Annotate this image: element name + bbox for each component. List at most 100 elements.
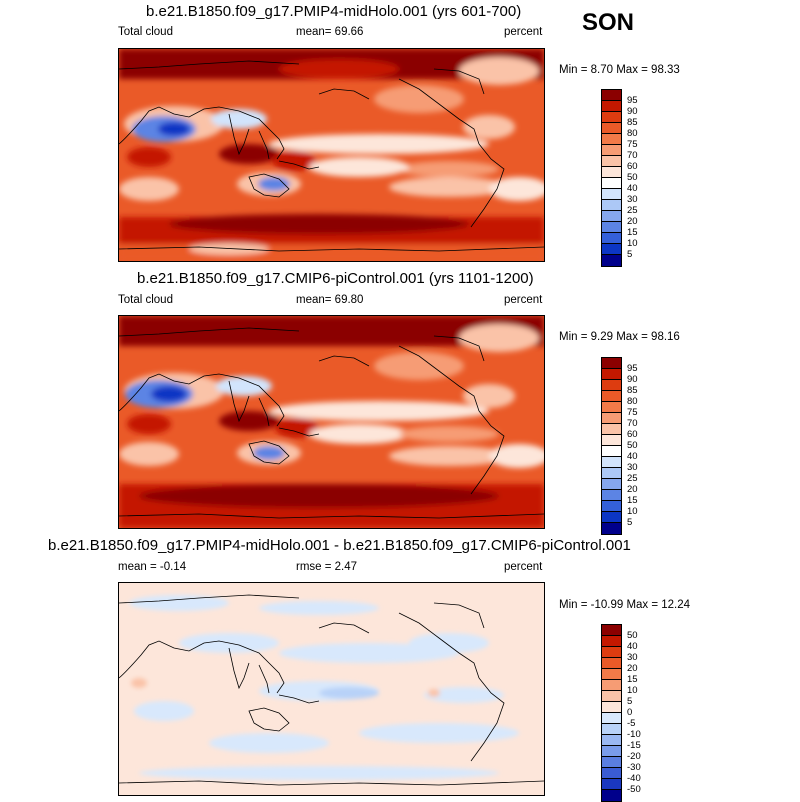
colorbar-segment — [602, 200, 621, 211]
colorbar-segment — [602, 244, 621, 255]
panel-1-colorbar — [601, 89, 622, 267]
colorbar-segment — [602, 145, 621, 156]
panel-3-minmax-label: Min = -10.99 Max = 12.24 — [559, 599, 691, 611]
colorbar-segment — [602, 757, 621, 768]
colorbar-2-tick: 15 — [627, 495, 638, 506]
colorbar-segment — [602, 523, 621, 534]
colorbar-3-tick: 30 — [627, 652, 638, 663]
colorbar-segment — [602, 735, 621, 746]
panel-3-mean-label: mean = -0.14 — [118, 561, 187, 573]
panel-2-minmax-label: Min = 9.29 Max = 98.16 — [559, 331, 680, 343]
colorbar-segment — [602, 369, 621, 380]
colorbar-1-tick: 70 — [627, 150, 638, 161]
colorbar-segment — [602, 647, 621, 658]
colorbar-3-tick: -20 — [627, 751, 641, 762]
colorbar-2-tick: 10 — [627, 506, 638, 517]
panel-1-mean-label: mean= 69.66 — [296, 26, 364, 38]
colorbar-segment — [602, 468, 621, 479]
panel-1-title: b.e21.B1850.f09_g17.PMIP4-midHolo.001 (y… — [146, 3, 522, 20]
season-label: SON — [582, 9, 635, 36]
colorbar-segment — [602, 501, 621, 512]
colorbar-segment — [602, 424, 621, 435]
colorbar-3-tick: -30 — [627, 762, 641, 773]
panel-3-rmse-label: rmse = 2.47 — [296, 561, 358, 573]
panel-2-colorbar — [601, 357, 622, 535]
colorbar-3-tick: 20 — [627, 663, 638, 674]
colorbar-3-tick: 10 — [627, 685, 638, 696]
panel-1-minmax-label: Min = 8.70 Max = 98.33 — [559, 64, 680, 76]
colorbar-segment — [602, 391, 621, 402]
colorbar-segment — [602, 112, 621, 123]
colorbar-2-tick: 20 — [627, 484, 638, 495]
colorbar-2-tick: 95 — [627, 363, 638, 374]
colorbar-1-tick: 95 — [627, 95, 638, 106]
colorbar-segment — [602, 490, 621, 501]
colorbar-1-tick: 20 — [627, 216, 638, 227]
panel-3-units-label: percent — [504, 561, 543, 573]
colorbar-segment — [602, 358, 621, 369]
colorbar-1-tick: 10 — [627, 238, 638, 249]
panel-2-title: b.e21.B1850.f09_g17.CMIP6-piControl.001 … — [137, 270, 534, 287]
colorbar-segment — [602, 636, 621, 647]
colorbar-3-tick: -40 — [627, 773, 641, 784]
colorbar-2-tick: 90 — [627, 374, 638, 385]
colorbar-1-tick: 30 — [627, 194, 638, 205]
colorbar-segment — [602, 457, 621, 468]
colorbar-2-tick: 60 — [627, 429, 638, 440]
colorbar-segment — [602, 178, 621, 189]
panel-2-variable-label: Total cloud — [118, 294, 173, 306]
colorbar-3-tick: -5 — [627, 718, 636, 729]
colorbar-3-tick: -10 — [627, 729, 641, 740]
colorbar-segment — [602, 790, 621, 801]
panel-1-units-label: percent — [504, 26, 543, 38]
colorbar-2-tick: 40 — [627, 451, 638, 462]
colorbar-3-tick: 50 — [627, 630, 638, 641]
colorbar-segment — [602, 156, 621, 167]
colorbar-2-tick: 80 — [627, 396, 638, 407]
panel-2-map — [118, 315, 545, 529]
colorbar-segment — [602, 233, 621, 244]
colorbar-segment — [602, 380, 621, 391]
colorbar-2-tick: 50 — [627, 440, 638, 451]
colorbar-segment — [602, 512, 621, 523]
colorbar-2-tick: 30 — [627, 462, 638, 473]
panel-3-title: b.e21.B1850.f09_g17.PMIP4-midHolo.001 - … — [48, 537, 631, 554]
panel-3-map — [118, 582, 545, 796]
colorbar-2-tick: 5 — [627, 517, 633, 528]
colorbar-2-tick: 70 — [627, 418, 638, 429]
colorbar-segment — [602, 222, 621, 233]
colorbar-segment — [602, 724, 621, 735]
colorbar-segment — [602, 479, 621, 490]
colorbar-segment — [602, 402, 621, 413]
colorbar-segment — [602, 625, 621, 636]
colorbar-segment — [602, 435, 621, 446]
colorbar-3-tick: -50 — [627, 784, 641, 795]
colorbar-2-tick: 25 — [627, 473, 638, 484]
colorbar-1-tick: 25 — [627, 205, 638, 216]
colorbar-1-tick: 85 — [627, 117, 638, 128]
colorbar-segment — [602, 746, 621, 757]
colorbar-3-tick: 15 — [627, 674, 638, 685]
colorbar-segment — [602, 167, 621, 178]
colorbar-1-tick: 15 — [627, 227, 638, 238]
colorbar-segment — [602, 446, 621, 457]
panel-3-colorbar — [601, 624, 622, 802]
colorbar-1-tick: 50 — [627, 172, 638, 183]
colorbar-1-tick: 5 — [627, 249, 633, 260]
panel-1-map — [118, 48, 545, 262]
colorbar-segment — [602, 680, 621, 691]
colorbar-segment — [602, 255, 621, 266]
colorbar-3-tick: 40 — [627, 641, 638, 652]
panel-2-mean-label: mean= 69.80 — [296, 294, 364, 306]
colorbar-1-tick: 80 — [627, 128, 638, 139]
colorbar-segment — [602, 134, 621, 145]
colorbar-3-tick: 0 — [627, 707, 633, 718]
colorbar-2-tick: 85 — [627, 385, 638, 396]
colorbar-segment — [602, 768, 621, 779]
colorbar-segment — [602, 779, 621, 790]
colorbar-2-tick: 75 — [627, 407, 638, 418]
colorbar-segment — [602, 211, 621, 222]
colorbar-segment — [602, 713, 621, 724]
panel-1-variable-label: Total cloud — [118, 26, 173, 38]
colorbar-segment — [602, 101, 621, 112]
